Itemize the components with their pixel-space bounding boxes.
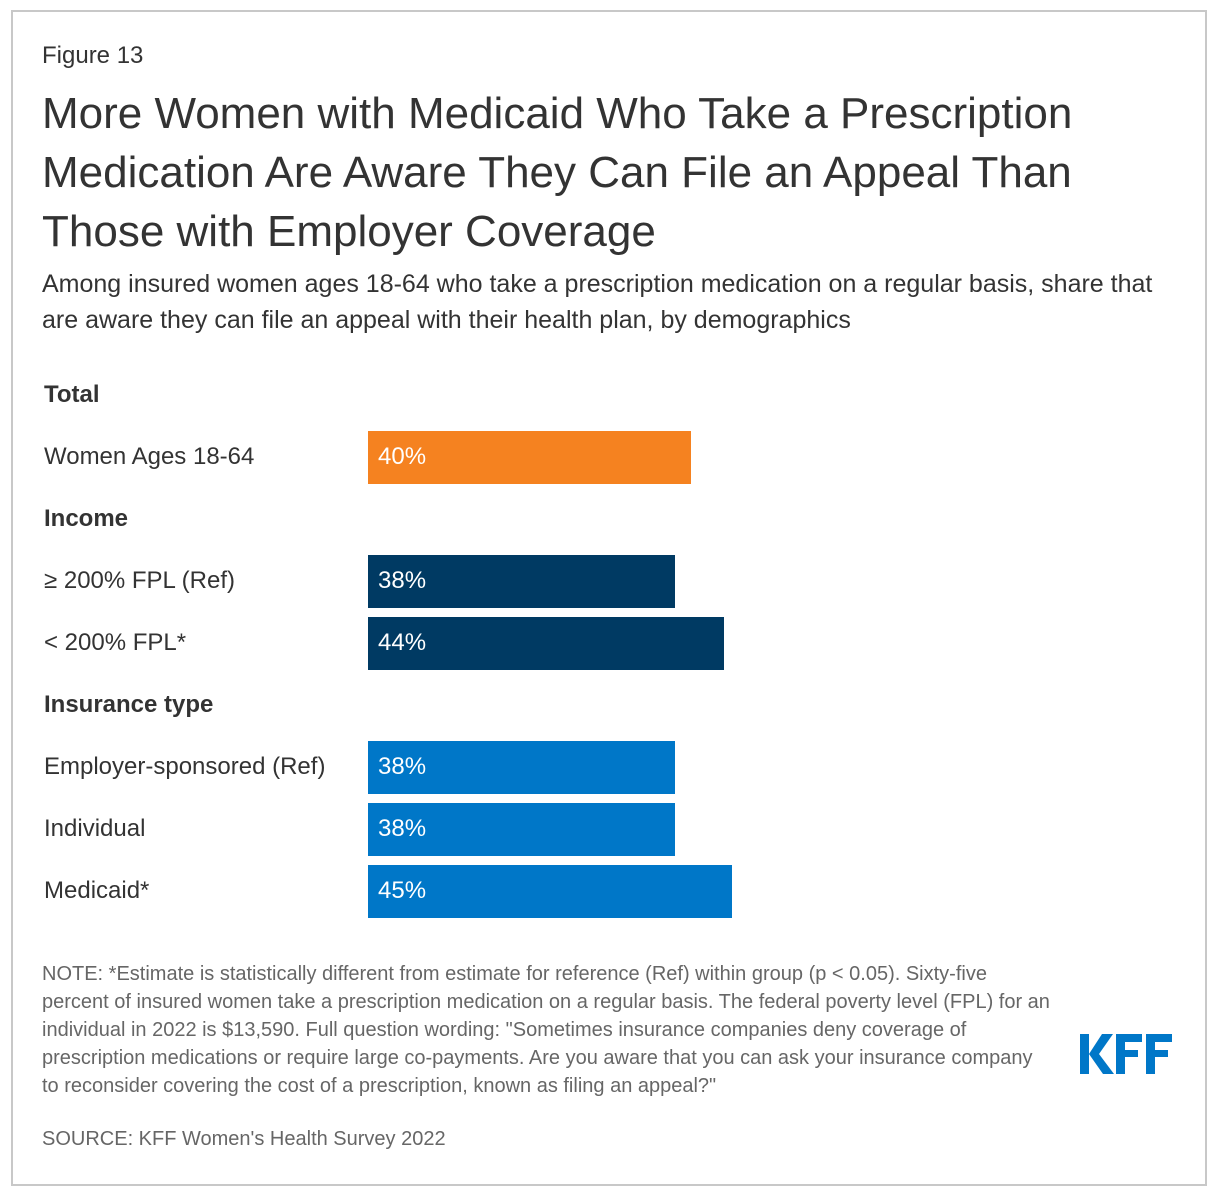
figure-label: Figure 13 <box>42 42 144 69</box>
chart-title: More Women with Medicaid Who Take a Pres… <box>42 89 1073 256</box>
chart-source: SOURCE: KFF Women's Health Survey 2022 <box>42 1128 446 1150</box>
kff-logo <box>1080 1034 1172 1074</box>
chart-subtitle: Among insured women ages 18-64 who take … <box>42 270 1153 334</box>
kff-logo-glyphs <box>1080 1034 1172 1074</box>
chart-note: NOTE: *Estimate is statistically differe… <box>42 963 1050 1097</box>
